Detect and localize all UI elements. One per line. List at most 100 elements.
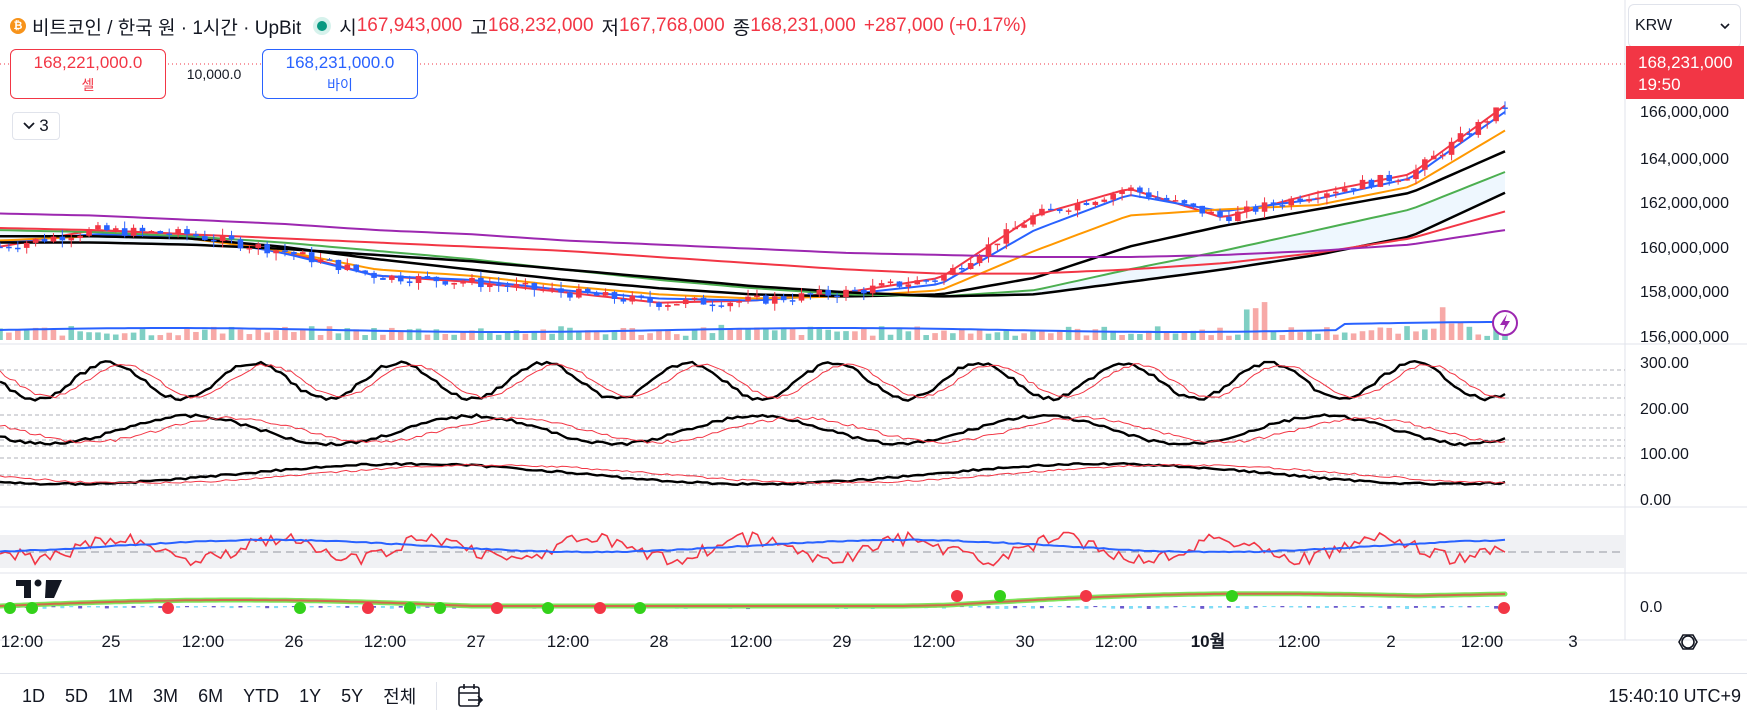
clock[interactable]: 15:40:10 UTC+9	[1608, 685, 1741, 706]
macd-histogram-bar	[1485, 606, 1490, 608]
macd-histogram-bar	[51, 606, 56, 608]
volume-bar	[41, 327, 48, 340]
price-axis-label: 158,000,000	[1640, 284, 1729, 301]
candle-body	[674, 304, 680, 306]
volume-bar	[59, 335, 66, 340]
volume-bar	[264, 332, 270, 340]
candle-body	[1030, 215, 1036, 225]
candle-body	[1235, 211, 1241, 222]
macd-histogram-bar	[1396, 606, 1401, 608]
volume-bar	[460, 331, 466, 340]
volume-bar	[1279, 334, 1286, 340]
volume-bar	[1359, 331, 1366, 340]
rsi-layer	[0, 530, 1625, 568]
indicators-toggle-button[interactable]: 3	[12, 112, 60, 140]
candle-body	[1003, 229, 1010, 244]
volume-bar	[246, 334, 253, 340]
candle-body	[1092, 201, 1099, 205]
range-1d-button[interactable]: 1D	[22, 685, 46, 706]
buy-button[interactable]: 168,231,000.0 바이	[262, 49, 418, 99]
macd-cross-dot	[4, 602, 16, 614]
ma-line-7	[0, 212, 1506, 258]
macd-histogram-bar	[327, 606, 332, 608]
macd-histogram-bar	[158, 606, 163, 609]
range-6m-button[interactable]: 6M	[198, 685, 224, 706]
toolbar-divider	[436, 682, 438, 710]
volume-bar	[1012, 335, 1019, 340]
candle-body	[317, 259, 324, 263]
candle-body	[130, 227, 137, 236]
candle-body	[202, 236, 208, 240]
candle-body	[95, 225, 101, 230]
volume-bar	[976, 329, 983, 340]
range-5y-button[interactable]: 5Y	[341, 685, 364, 706]
candle-body	[958, 268, 965, 270]
candle-body	[1413, 169, 1419, 180]
macd-histogram-bar	[1004, 606, 1009, 609]
symbol-title[interactable]: 비트코인 / 한국 원 · 1시간 · UpBit	[32, 17, 302, 39]
macd-histogram-bar	[1342, 606, 1347, 608]
macd-histogram-bar	[95, 606, 100, 608]
macd-histogram-bar	[193, 606, 198, 608]
macd-histogram-bar	[42, 606, 47, 609]
macd-axis-label: 0.0	[1640, 599, 1662, 616]
candle-body	[576, 288, 582, 298]
candle-body	[1279, 205, 1286, 207]
volume-bar	[486, 333, 493, 340]
ma-band-fill	[0, 172, 1505, 297]
price-axis-label: 156,000,000	[1640, 329, 1729, 346]
volume-bar	[77, 331, 83, 340]
range-ytd-button[interactable]: YTD	[243, 685, 280, 706]
candle-body	[611, 292, 618, 299]
volume-bar	[1154, 326, 1161, 340]
volume-bar	[308, 326, 315, 340]
sell-button[interactable]: 168,221,000.0 셀	[10, 49, 166, 99]
range-3m-button[interactable]: 3M	[153, 685, 179, 706]
trade-panel: 168,221,000.0 셀 10,000.0 168,231,000.0 바…	[10, 49, 418, 99]
candle-body	[638, 295, 644, 298]
macd-histogram-bar	[1378, 606, 1383, 608]
volume-bar	[1208, 335, 1214, 340]
volume-bar	[1048, 333, 1054, 340]
macd-histogram-bar	[1164, 606, 1169, 609]
candle-body	[50, 236, 57, 242]
volume-bar	[1128, 333, 1134, 340]
volume-bar	[504, 332, 511, 340]
range-5d-button[interactable]: 5D	[65, 685, 89, 706]
candle-body	[1270, 202, 1277, 206]
sell-price: 168,221,000.0	[33, 53, 143, 72]
range-1m-button[interactable]: 1M	[108, 685, 134, 706]
volume-bar	[1404, 326, 1410, 340]
go-to-date-icon[interactable]	[453, 679, 487, 713]
macd-histogram-bar	[1422, 606, 1427, 608]
candle-body	[798, 293, 805, 301]
candle-body	[861, 289, 867, 294]
candle-body	[1457, 133, 1464, 142]
macd-histogram-bar	[1280, 606, 1285, 608]
candle-body	[424, 276, 431, 278]
time-axis-label: 12:00	[730, 632, 773, 651]
macd-histogram-bar	[1226, 606, 1231, 608]
macd-histogram-bar	[1209, 606, 1214, 609]
macd-histogram-bar	[380, 606, 385, 608]
change-value: +287,000 (+0.17%)	[863, 15, 1027, 36]
market-open-icon[interactable]	[313, 17, 332, 35]
candle-body	[344, 264, 351, 271]
tradingview-logo[interactable]	[16, 576, 64, 600]
macd-histogram-bar	[176, 606, 181, 608]
candle-body	[1208, 211, 1214, 214]
macd-cross-dot	[491, 602, 503, 614]
macd-cross-dot	[1226, 590, 1238, 602]
candle-body	[896, 281, 903, 287]
macd-histogram-bar	[291, 606, 296, 608]
volume-bar	[175, 335, 181, 340]
candle-body	[629, 295, 636, 302]
currency-select[interactable]: KRW	[1628, 4, 1741, 48]
macd-histogram-bar	[1494, 606, 1499, 609]
range-all-button[interactable]: 전체	[383, 687, 417, 707]
candle-body	[887, 281, 894, 284]
stoch-axis-label: 100.00	[1640, 446, 1689, 463]
range-1y-button[interactable]: 1Y	[299, 685, 322, 706]
stoch-axis-label: 300.00	[1640, 355, 1689, 372]
